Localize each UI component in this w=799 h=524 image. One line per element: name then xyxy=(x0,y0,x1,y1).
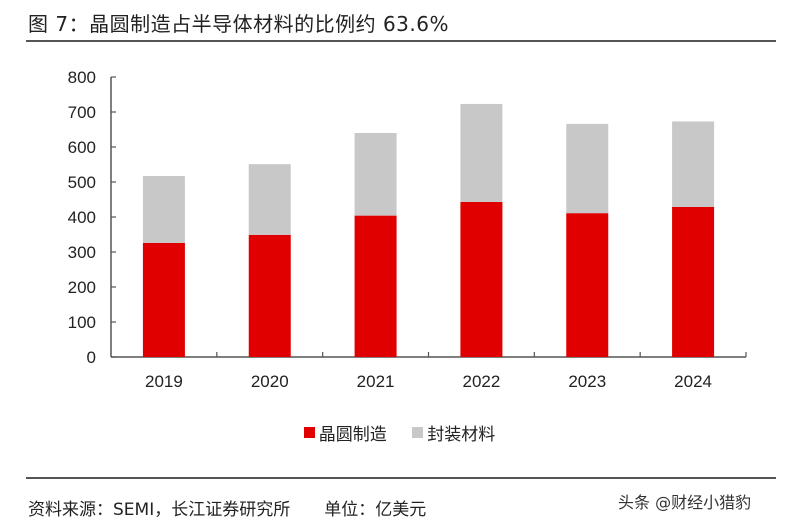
title-divider xyxy=(26,40,776,42)
x-axis: 2019 2020 2021 2022 2023 2024 xyxy=(111,352,747,391)
legend-label-wafer: 晶圆制造 xyxy=(318,425,387,445)
legend-item-wafer: 晶圆制造 xyxy=(303,420,387,445)
bar-packaging xyxy=(354,133,397,216)
y-tick-label: 600 xyxy=(68,138,96,157)
y-tick-label: 0 xyxy=(87,348,96,367)
y-tick-label: 200 xyxy=(68,278,96,297)
unit-text: 单位：亿美元 xyxy=(324,500,427,520)
legend-swatch-packaging xyxy=(412,427,424,438)
bar-wafer xyxy=(142,242,185,357)
x-tick-label: 2021 xyxy=(357,372,395,391)
bar-packaging xyxy=(566,123,609,214)
y-tick-label: 100 xyxy=(68,313,96,332)
bar-packaging xyxy=(142,176,185,243)
legend-item-packaging: 封装材料 xyxy=(412,420,495,445)
y-tick-label: 500 xyxy=(68,173,96,192)
y-tick-label: 700 xyxy=(68,103,96,122)
y-axis: 0 100 200 300 400 500 600 700 800 xyxy=(68,68,116,367)
bars xyxy=(142,103,715,357)
source-text: 资料来源：SEMI，长江证券研究所 xyxy=(28,500,291,520)
bar-wafer xyxy=(460,201,503,357)
x-tick-label: 2019 xyxy=(145,372,183,391)
source-note: 资料来源：SEMI，长江证券研究所 单位：亿美元 xyxy=(28,495,426,520)
bar-wafer xyxy=(354,215,397,357)
bar-packaging xyxy=(672,121,715,207)
x-tick-label: 2020 xyxy=(251,372,289,391)
chart-title: 图 7：晶圆制造占半导体材料的比例约 63.6% xyxy=(28,12,449,36)
y-tick-label: 800 xyxy=(68,68,96,87)
legend-label-packaging: 封装材料 xyxy=(427,425,496,445)
bar-packaging xyxy=(248,164,291,235)
footer-divider xyxy=(26,477,776,479)
y-tick-label: 300 xyxy=(68,243,96,262)
bar-packaging xyxy=(460,103,503,202)
y-tick-label: 400 xyxy=(68,208,96,227)
x-tick-label: 2024 xyxy=(674,372,712,391)
x-tick-label: 2023 xyxy=(568,372,606,391)
bar-wafer xyxy=(566,213,609,357)
x-tick-label: 2022 xyxy=(463,372,501,391)
legend-swatch-wafer xyxy=(303,427,315,438)
watermark: 头条 @财经小猎豹 xyxy=(618,493,752,512)
bar-wafer xyxy=(672,206,715,357)
legend: 晶圆制造 封装材料 xyxy=(0,420,799,445)
bar-wafer xyxy=(248,234,291,357)
